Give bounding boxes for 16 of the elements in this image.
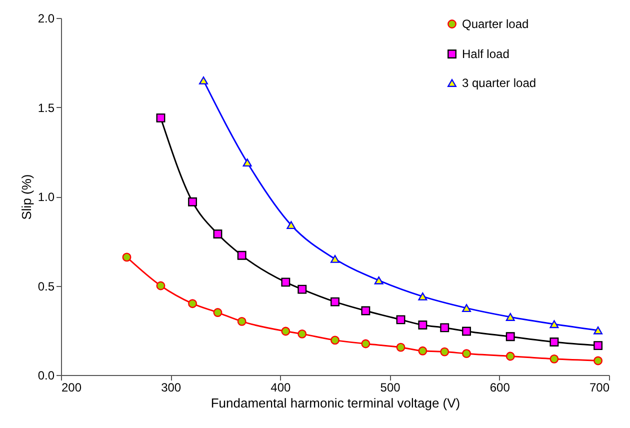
y-tick-label: 1.0 <box>38 190 55 204</box>
legend-label: 3 quarter load <box>462 76 536 90</box>
y-axis-title: Slip (%) <box>18 174 34 220</box>
x-tick-label: 600 <box>490 380 510 394</box>
x-tick-label: 300 <box>161 380 182 394</box>
y-tick-label: 2.0 <box>38 12 55 26</box>
legend-label: Half load <box>462 47 510 61</box>
x-tick-label: 500 <box>380 380 401 394</box>
x-axis-title: Fundamental harmonic terminal voltage (V) <box>210 396 460 410</box>
x-tick-label: 200 <box>62 380 82 394</box>
x-tick-label: 400 <box>270 380 292 394</box>
y-tick-label: 0.5 <box>38 279 55 294</box>
x-tick-label: 700 <box>589 380 610 394</box>
y-tick-label: 1.5 <box>38 100 55 115</box>
y-tick-label: 0.0 <box>38 368 55 382</box>
legend-label: Quarter load <box>462 17 529 31</box>
